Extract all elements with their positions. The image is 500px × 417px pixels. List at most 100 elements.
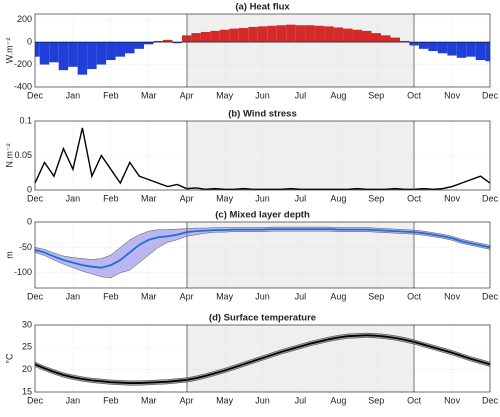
x-tick-label: Oct	[407, 193, 422, 203]
x-tick-label: Dec	[482, 395, 499, 405]
bar	[324, 26, 334, 43]
y-tick-label: 200	[17, 14, 32, 24]
y-tick-label: 0	[27, 36, 32, 46]
panel-title: (b) Wind stress	[228, 109, 297, 120]
x-tick-label: Apr	[180, 90, 194, 100]
bar	[39, 42, 50, 65]
bar	[314, 25, 325, 43]
bar	[390, 37, 400, 43]
x-tick-label: Oct	[407, 90, 422, 100]
bar	[371, 33, 381, 43]
x-tick-label: Nov	[444, 291, 461, 301]
bar	[248, 26, 258, 43]
x-tick-label: Dec	[482, 90, 499, 100]
bar	[428, 42, 438, 52]
x-tick-label: Aug	[330, 90, 346, 100]
bar	[77, 42, 88, 75]
bar	[276, 25, 287, 43]
x-tick-label: Dec	[27, 291, 44, 301]
bar	[362, 30, 372, 43]
bar	[466, 42, 476, 57]
bar	[295, 25, 306, 43]
x-tick-label: Dec	[27, 395, 44, 405]
bar	[399, 40, 410, 43]
bar	[437, 42, 448, 54]
x-tick-label: Oct	[407, 291, 422, 301]
y-tick-label: 0	[27, 216, 32, 226]
bar	[191, 33, 201, 43]
bar	[49, 42, 59, 63]
bar	[125, 42, 135, 54]
panel-title: (c) Mixed layer depth	[215, 210, 310, 221]
plot-frame	[34, 324, 491, 393]
bar	[238, 28, 249, 43]
y-axis-label: m	[4, 251, 14, 259]
x-tick-label: Sep	[368, 291, 384, 301]
x-tick-label: Aug	[330, 291, 346, 301]
y-tick-label: -200	[14, 59, 32, 69]
bar	[485, 42, 490, 62]
x-tick-label: Nov	[444, 395, 461, 405]
x-tick-label: Sep	[368, 193, 384, 203]
x-tick-label: Aug	[330, 193, 346, 203]
bar	[286, 24, 296, 43]
plot-frame	[34, 13, 491, 88]
x-tick-label: Jul	[295, 193, 307, 203]
y-tick-label: 0.05	[14, 150, 32, 160]
x-tick-label: Sep	[368, 90, 384, 100]
y-tick-label: 20	[22, 364, 32, 374]
x-tick-label: Feb	[103, 90, 119, 100]
x-tick-label: Dec	[482, 193, 499, 203]
x-tick-label: Feb	[103, 395, 119, 405]
x-tick-label: Apr	[180, 291, 194, 301]
bar	[333, 27, 344, 43]
bar	[352, 29, 363, 43]
y-tick-label: 25	[22, 342, 32, 352]
x-tick-label: Feb	[103, 291, 119, 301]
bar	[153, 40, 163, 43]
y-tick-label: -400	[14, 81, 32, 91]
panel-title: (d) Surface temperature	[209, 313, 316, 324]
x-tick-label: May	[216, 90, 234, 100]
x-tick-label: Apr	[180, 193, 194, 203]
x-tick-label: Mar	[141, 291, 157, 301]
bar	[267, 25, 277, 43]
x-tick-label: Jun	[255, 193, 270, 203]
x-tick-label: May	[216, 291, 234, 301]
bar	[134, 42, 145, 49]
bar	[58, 42, 69, 71]
x-tick-label: Jun	[255, 395, 270, 405]
x-tick-label: Jan	[66, 291, 81, 301]
x-tick-label: Aug	[330, 395, 346, 405]
bar	[305, 25, 315, 43]
x-tick-label: Jun	[255, 90, 270, 100]
x-tick-label: Jul	[295, 395, 307, 405]
bar	[257, 26, 268, 43]
bar	[162, 39, 173, 43]
bar	[418, 42, 429, 49]
y-tick-label: 30	[22, 319, 32, 329]
y-tick-label: 0	[27, 184, 32, 194]
x-tick-label: Dec	[482, 291, 499, 301]
bar	[96, 42, 107, 65]
x-tick-label: Apr	[180, 395, 194, 405]
x-tick-label: Jan	[66, 193, 81, 203]
y-tick-label: 0.1	[19, 115, 32, 125]
bar	[219, 29, 230, 43]
y-tick-label: -50	[19, 242, 32, 252]
plot-frame	[34, 221, 491, 289]
x-tick-label: Dec	[27, 193, 44, 203]
bar	[87, 42, 97, 70]
x-tick-label: Oct	[407, 395, 422, 405]
y-tick-label: -100	[14, 267, 32, 277]
bar	[144, 42, 154, 45]
bar	[106, 42, 116, 61]
panel-title: (a) Heat flux	[235, 2, 290, 13]
bar	[68, 42, 78, 67]
bar	[172, 42, 182, 44]
x-tick-label: Mar	[141, 193, 157, 203]
y-axis-label: °C	[4, 353, 14, 364]
y-tick-label: 15	[22, 386, 32, 396]
x-tick-label: Dec	[27, 90, 44, 100]
